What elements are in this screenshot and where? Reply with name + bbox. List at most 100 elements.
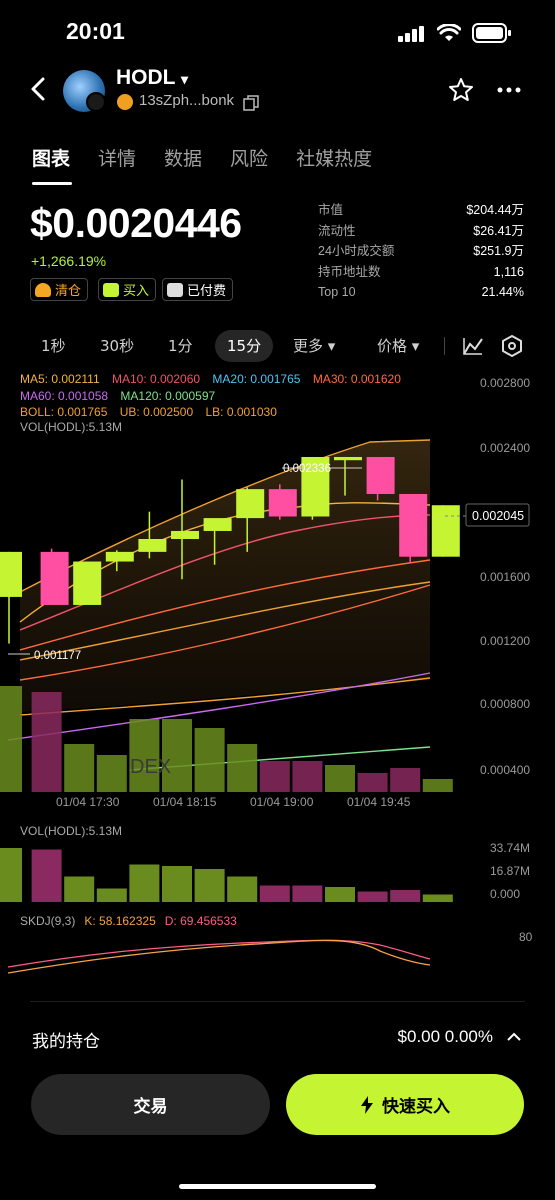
volume-bar: [227, 876, 258, 902]
current-price: $0.0020446: [30, 200, 242, 246]
volume-bar: [162, 866, 192, 902]
chevron-up-icon[interactable]: [507, 1032, 521, 1042]
volume-bar: [31, 849, 62, 902]
ma60-line: [7, 672, 431, 741]
signal-icon: [398, 26, 424, 42]
candle-body[interactable]: [0, 551, 22, 597]
tab-details[interactable]: 详情: [98, 148, 137, 170]
candle-body[interactable]: [138, 539, 167, 552]
tab-social[interactable]: 社媒热度: [296, 148, 373, 170]
home-indicator: [179, 1184, 376, 1189]
volume-bg-bar: [96, 755, 127, 792]
volume-bg-bar: [357, 773, 388, 792]
volume-bar: [259, 885, 290, 902]
tab-risk[interactable]: 风险: [230, 148, 269, 170]
ub-label: UB: 0.002500: [119, 405, 194, 419]
price-change: +1,266.19%: [31, 253, 107, 269]
skdj-label: SKDJ(9,3): [20, 914, 76, 928]
ma120-label: MA120: 0.000597: [120, 389, 216, 403]
candle-body[interactable]: [268, 489, 297, 517]
settings-icon[interactable]: [501, 335, 523, 357]
divider: [30, 1001, 525, 1002]
candlestick-chart[interactable]: DEX 0.002336 0.001177 0.002045 0.002800 0.0…: [0, 360, 555, 815]
candle-body[interactable]: [105, 551, 134, 562]
tf-15m[interactable]: 15分: [215, 330, 274, 362]
current-price-box: [465, 503, 530, 527]
ma-legend-row2: MA60: 0.001058 MA120: 0.000597: [20, 389, 224, 403]
volume-bar: [194, 869, 225, 902]
favorite-star-icon[interactable]: [448, 77, 474, 103]
volume-bar: [357, 891, 388, 902]
ma-legend-row1: MA5: 0.002111 MA10: 0.002060 MA20: 0.001…: [20, 372, 410, 386]
tag-clear[interactable]: 清仓: [30, 278, 89, 301]
y-axis-label: 0.000800: [480, 697, 530, 711]
stat-market-cap: 市值 $204.44万: [318, 203, 524, 217]
back-icon[interactable]: [28, 76, 50, 102]
candle-body[interactable]: [366, 456, 395, 494]
skdj-chart: [7, 939, 431, 974]
volume-bar: [292, 885, 323, 902]
token-address: 13sZph...bonk: [139, 92, 235, 109]
tag-buy[interactable]: 买入: [98, 278, 157, 301]
divider: [444, 337, 445, 355]
candle-body[interactable]: [236, 489, 265, 519]
active-tab-indicator: [32, 182, 72, 185]
tf-more[interactable]: 更多 ▾: [293, 337, 336, 355]
x-axis-label: 01/04 19:00: [250, 795, 314, 809]
candle-body[interactable]: [40, 551, 69, 605]
volume-bg-bar: [325, 765, 355, 792]
x-axis-label: 01/04 17:30: [56, 795, 120, 809]
boll-label: BOLL: 0.001765: [20, 405, 108, 419]
candle-body[interactable]: [301, 456, 330, 517]
tf-1s[interactable]: 1秒: [41, 337, 66, 355]
volume-bg-bar: [227, 744, 258, 792]
volume-bg-bar: [390, 768, 421, 792]
vol-axis-label: 16.87M: [490, 864, 530, 878]
volume-bg-bar: [259, 761, 290, 792]
boll-mid-line: [19, 581, 431, 661]
tab-chart[interactable]: 图表: [32, 148, 71, 170]
tab-data[interactable]: 数据: [164, 148, 203, 170]
skdj-k: K: 58.162325: [84, 914, 156, 928]
candle-body[interactable]: [171, 530, 199, 540]
more-icon[interactable]: [497, 86, 521, 94]
boll-legend: BOLL: 0.001765 UB: 0.002500 LB: 0.001030: [20, 405, 286, 419]
trade-button[interactable]: 交易: [31, 1074, 270, 1135]
volume-bg-bar: [194, 728, 225, 792]
dollar-bag-icon: [103, 282, 119, 297]
token-stats: 市值 $204.44万 流动性 $26.41万 24小时成交额 $251.9万 持币地…: [318, 200, 524, 303]
volume-bg-bar: [129, 719, 160, 792]
vol-axis-label: 33.74M: [490, 841, 530, 855]
candle-body[interactable]: [399, 493, 428, 557]
quick-buy-button[interactable]: 快速买入: [286, 1074, 524, 1135]
lightning-icon: [361, 1095, 373, 1114]
candle-body[interactable]: [431, 505, 460, 557]
volume-bar: [129, 864, 160, 902]
volume-bg-bar: [31, 692, 62, 792]
ma10-label: MA10: 0.002060: [111, 372, 201, 386]
volume-bar: [64, 876, 95, 902]
copy-icon[interactable]: [243, 95, 259, 111]
y-axis-label: 0.001200: [480, 634, 530, 648]
stat-holders: 持币地址数 1,116: [318, 264, 524, 279]
volume-bar: [390, 890, 421, 902]
indicator-icon[interactable]: [462, 336, 484, 356]
token-title[interactable]: HODL ▾: [116, 66, 188, 89]
shield-paid-icon: [167, 282, 183, 297]
candle-body[interactable]: [334, 456, 362, 461]
candle-body[interactable]: [73, 561, 102, 605]
tf-30s[interactable]: 30秒: [100, 337, 135, 355]
skdj-axis-label: 80: [519, 930, 533, 944]
tf-1m[interactable]: 1分: [168, 337, 193, 355]
x-axis-label: 01/04 19:45: [347, 795, 411, 809]
ma5-label: MA5: 0.002111: [20, 372, 100, 386]
candle-body[interactable]: [203, 518, 232, 531]
low-marker-label: 0.001177: [34, 650, 81, 662]
volume-bar: [325, 887, 355, 902]
stat-24h-volume: 24小时成交额 $251.9万: [318, 244, 524, 258]
status-time: 20:01: [66, 18, 125, 44]
volume-bar: [422, 894, 453, 902]
tag-paid[interactable]: 已付费: [162, 278, 234, 301]
price-type-select[interactable]: 价格 ▾: [377, 337, 420, 355]
ma30-label: MA30: 0.001620: [312, 372, 401, 386]
